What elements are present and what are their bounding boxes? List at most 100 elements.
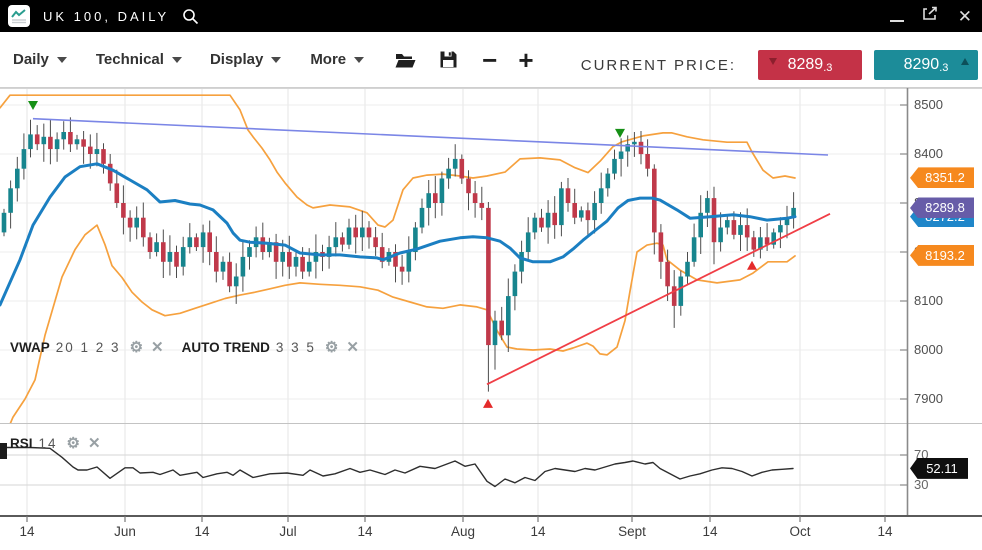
- trendline-descending-resistance: [32, 117, 829, 156]
- candle-body: [200, 232, 206, 248]
- candle-body: [439, 178, 445, 203]
- candle-body: [207, 232, 212, 252]
- candle-body: [220, 261, 226, 272]
- time-axis-tick: Oct: [789, 524, 811, 539]
- candle-body: [446, 168, 451, 179]
- axes: [0, 88, 982, 522]
- candle-body: [539, 217, 544, 228]
- candle-body: [764, 237, 770, 245]
- candle-body: [791, 207, 796, 218]
- candle-body: [671, 286, 677, 306]
- window-controls: ✕: [889, 0, 972, 32]
- chevron-down-icon: [271, 56, 282, 63]
- candle-body: [758, 237, 763, 250]
- candle-body: [154, 242, 159, 252]
- candle-body: [287, 252, 292, 267]
- candle-body: [300, 256, 305, 272]
- rsi-settings-gear-icon[interactable]: ⚙: [66, 435, 80, 452]
- autotrend-settings-gear-icon[interactable]: ⚙: [324, 339, 339, 356]
- bollinger-upper-band: [0, 94, 796, 228]
- app-chart-icon: [8, 5, 30, 27]
- candle-body: [34, 134, 40, 145]
- candle-body: [280, 252, 285, 262]
- buy-price-button[interactable]: 8290.3: [874, 50, 978, 80]
- candle-body: [532, 217, 538, 233]
- candle-body: [141, 217, 146, 238]
- candle-body: [313, 252, 319, 262]
- candle-body: [658, 232, 664, 262]
- candle-body: [579, 210, 584, 218]
- popout-icon[interactable]: [921, 5, 941, 27]
- candle-body: [134, 217, 139, 228]
- candle-body: [360, 227, 365, 238]
- vwap-remove-icon[interactable]: ✕: [151, 339, 164, 356]
- vwap-line: [0, 162, 797, 307]
- candle-body: [340, 237, 345, 245]
- candle-body: [625, 144, 630, 152]
- vwap-settings-gear-icon[interactable]: ⚙: [129, 339, 144, 356]
- candle-body: [592, 203, 597, 221]
- zoom-out-button[interactable]: −: [482, 44, 498, 75]
- autotrend-remove-icon[interactable]: ✕: [346, 339, 359, 356]
- buy-price-main: 8290: [903, 56, 940, 73]
- sell-price-button[interactable]: 8289.3: [758, 50, 862, 80]
- save-icon[interactable]: [439, 50, 458, 69]
- minimize-icon[interactable]: [889, 20, 904, 22]
- rsi-value-tag: 52.11: [910, 457, 968, 479]
- candle-body: [214, 252, 219, 272]
- close-icon[interactable]: ✕: [957, 6, 972, 26]
- candle-body: [618, 151, 624, 159]
- menu-technical[interactable]: Technical: [96, 51, 182, 68]
- menu-timeframe[interactable]: Daily: [13, 51, 67, 68]
- buy-signal-triangle-icon: [483, 398, 493, 408]
- candle-body: [452, 158, 458, 169]
- time-axis-tick: 14: [194, 524, 210, 539]
- bollinger-lower-band: [9, 224, 796, 423]
- menu-technical-label: Technical: [95, 51, 164, 68]
- search-icon[interactable]: [182, 8, 199, 25]
- time-axis-tick: 14: [357, 524, 373, 539]
- main-chart-canvas[interactable]: [0, 88, 982, 550]
- menu-timeframe-label: Daily: [13, 51, 49, 68]
- candle-body: [598, 188, 604, 203]
- candle-body: [751, 237, 757, 250]
- candle-body: [771, 232, 776, 245]
- time-axis-tick: 14: [530, 524, 546, 539]
- time-axis-tick: Jul: [279, 524, 297, 539]
- sell-price-dec: .3: [823, 62, 833, 74]
- candle-body: [585, 210, 591, 221]
- time-axis-tick: 14: [702, 524, 718, 539]
- rsi-indicator-params: 14: [38, 435, 58, 451]
- vwap-indicator-params: 20 1 2 3: [55, 339, 121, 355]
- candle-body: [665, 261, 670, 287]
- candle-body: [738, 225, 743, 235]
- rsi-label-row: RSI 14 ⚙ ✕: [10, 434, 109, 452]
- candle-body: [433, 193, 438, 203]
- chevron-down-icon: [354, 56, 365, 63]
- open-folder-icon[interactable]: [394, 51, 417, 69]
- candle-body: [731, 220, 737, 235]
- candle-body: [632, 141, 637, 145]
- rsi-pane: [0, 446, 794, 488]
- candle-body: [247, 247, 252, 257]
- candle-body: [698, 212, 703, 238]
- candle-body: [685, 261, 690, 277]
- menu-display[interactable]: Display: [210, 51, 282, 68]
- price-pane: [0, 94, 831, 423]
- candle-body: [399, 266, 405, 272]
- zoom-in-button[interactable]: +: [518, 44, 534, 75]
- candle-body: [1, 212, 7, 233]
- candle-body: [426, 193, 431, 208]
- candle-body: [41, 136, 47, 145]
- menu-more[interactable]: More: [310, 51, 365, 68]
- candle-body: [240, 256, 246, 277]
- sell-signal-triangle-icon: [28, 101, 38, 110]
- candle-body: [260, 237, 266, 252]
- price-axis-tick: 8400: [914, 146, 943, 161]
- candle-body: [88, 146, 93, 154]
- chart-toolbar: Daily Technical Display More − + CURRENT…: [0, 32, 982, 88]
- price-axis-tick: 7900: [914, 391, 943, 406]
- candle-body: [94, 149, 100, 154]
- rsi-remove-icon[interactable]: ✕: [88, 435, 101, 452]
- candle-body: [28, 134, 33, 150]
